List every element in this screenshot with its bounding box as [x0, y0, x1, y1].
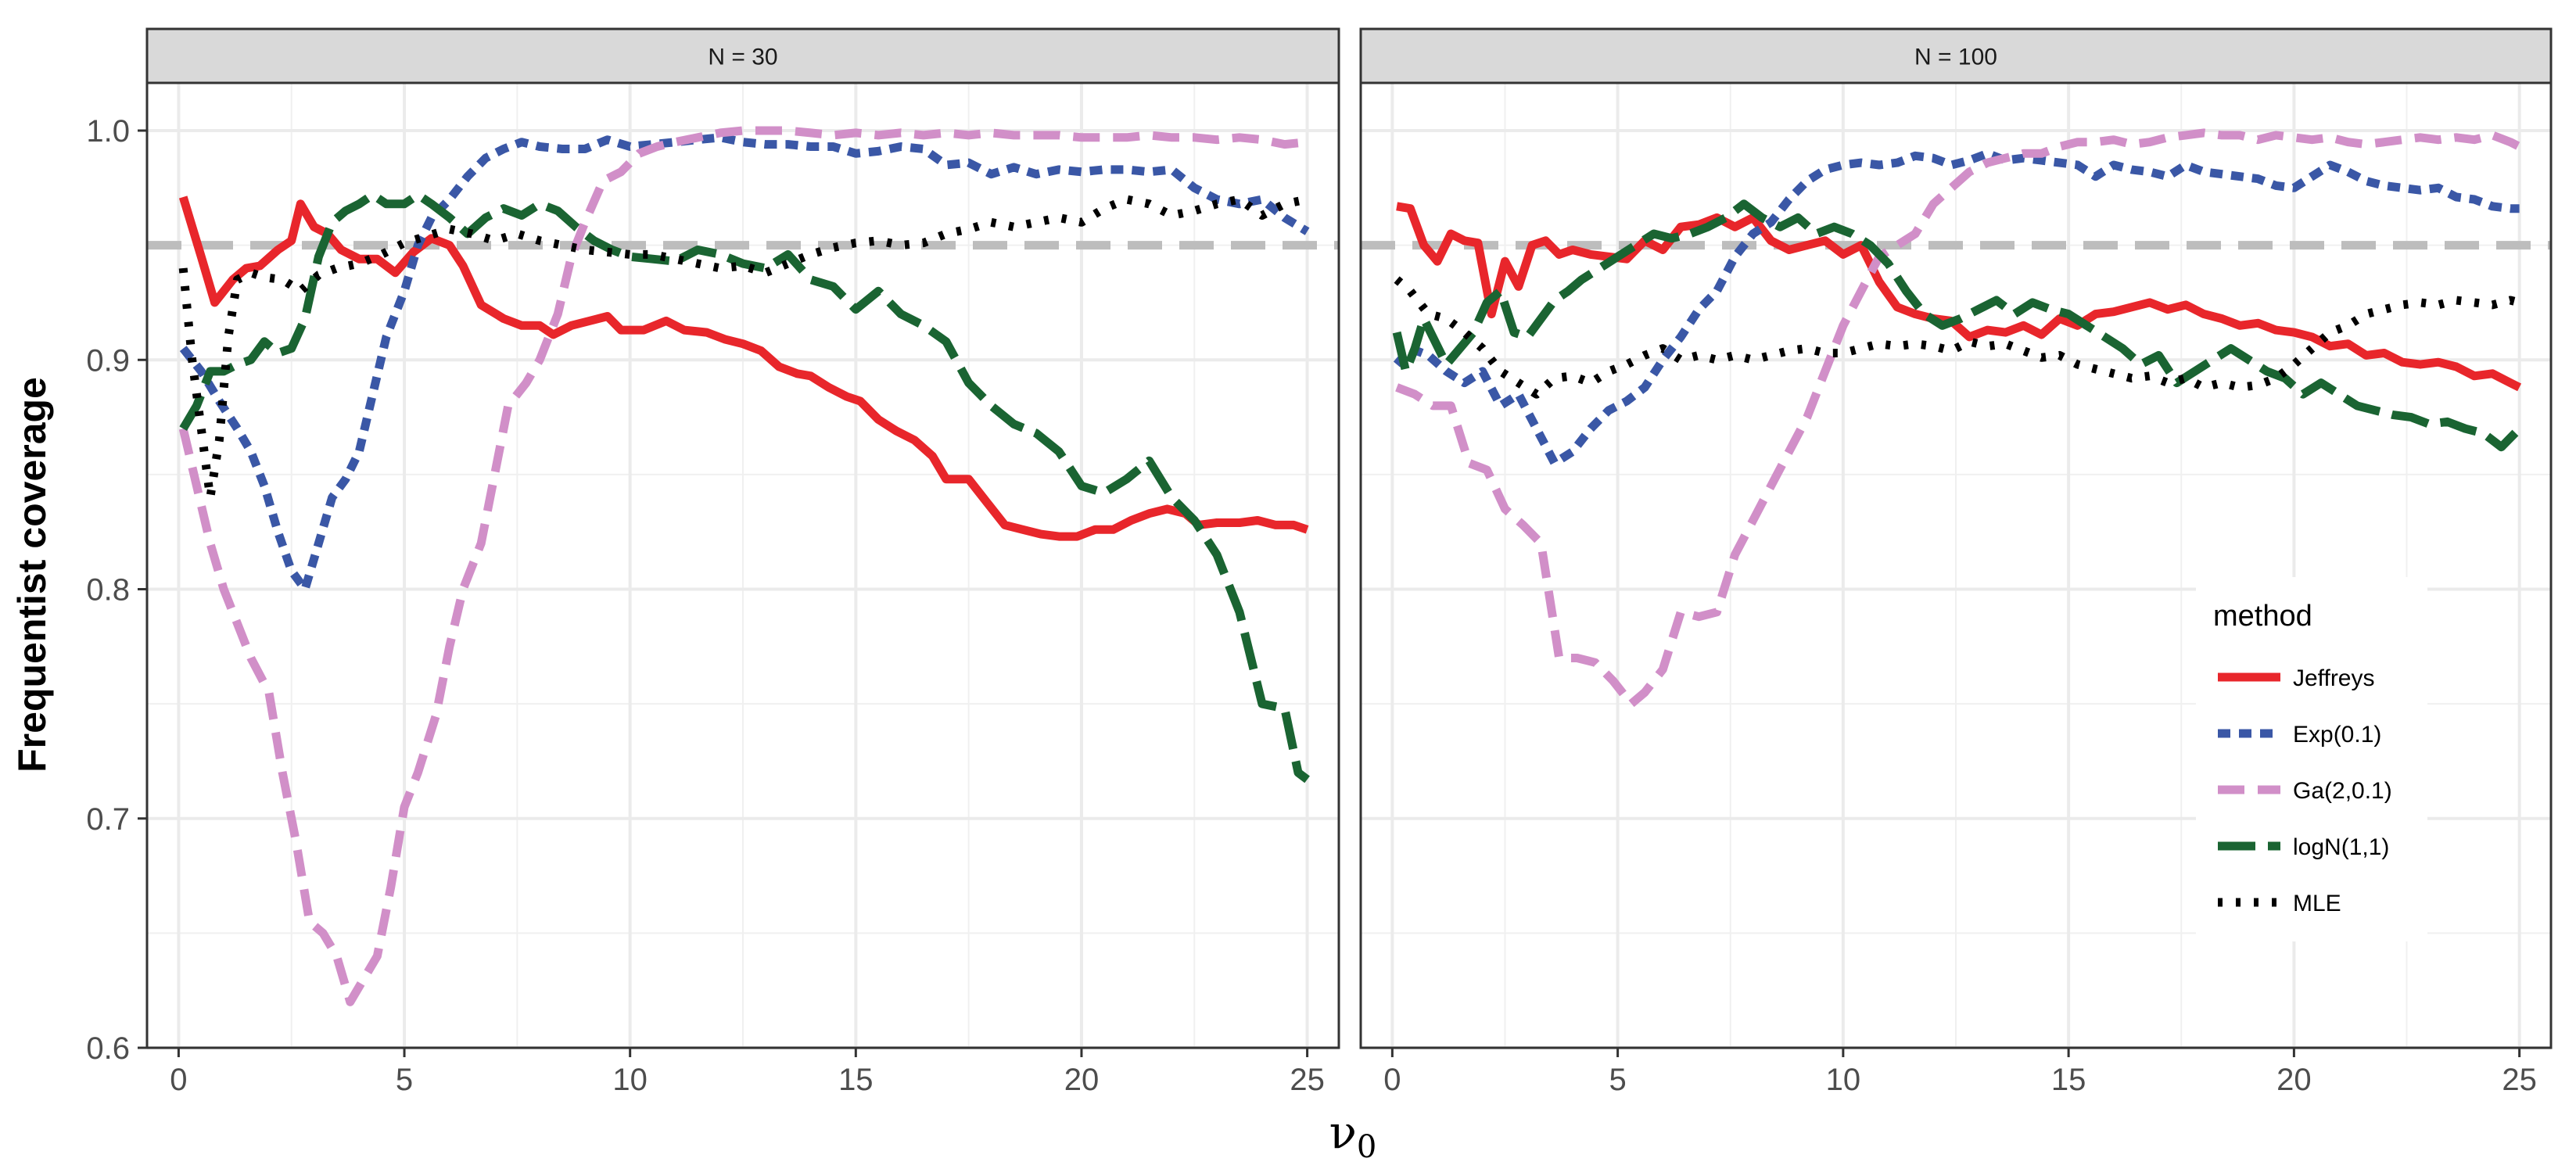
legend-label: Ga(2,0.1) [2293, 778, 2392, 804]
x-tick-label: 15 [2051, 1063, 2086, 1097]
series-line-exp-0-1 [1393, 149, 2520, 468]
x-tick-label: 25 [2502, 1063, 2537, 1097]
legend-entry: Jeffreys [2218, 665, 2375, 691]
legend-label: MLE [2293, 891, 2341, 916]
series-line-ga-2-0-1 [178, 126, 1308, 1006]
series-line-ga-2-0-1 [1395, 128, 2522, 708]
facet-strip [1359, 27, 2553, 84]
x-tick-label: 5 [1609, 1063, 1626, 1097]
facet-strip-label: N = 30 [708, 45, 777, 70]
legend-label: Jeffreys [2293, 665, 2375, 691]
y-tick-label: 0.6 [86, 1031, 130, 1066]
legend: method Jeffreys Exp(0.1) Ga(2,0.1) logN(1,1)… [2196, 577, 2427, 941]
facet-strip [145, 27, 1340, 84]
x-tick-label: 10 [612, 1063, 648, 1097]
x-tick-label: 0 [1383, 1063, 1401, 1097]
legend-label: logN(1,1) [2293, 834, 2389, 860]
x-axis-title-main: ν [1329, 1106, 1357, 1159]
x-tick-label: 20 [2276, 1063, 2312, 1097]
series-line-logn-1-1 [1392, 199, 2523, 452]
x-tick-label: 20 [1064, 1063, 1100, 1097]
panel-border [1359, 81, 2553, 1049]
legend-entry: Exp(0.1) [2218, 722, 2381, 748]
x-tick-label: 10 [1826, 1063, 1861, 1097]
legend-background [2196, 577, 2427, 941]
x-axis-title-subscript: 0 [1357, 1129, 1376, 1165]
legend-entry: logN(1,1) [2218, 834, 2389, 860]
y-tick-label: 1.0 [86, 114, 130, 149]
x-tick-label: 5 [396, 1063, 413, 1097]
x-tick-label: 15 [838, 1063, 874, 1097]
series-line-mle [1394, 276, 2520, 399]
y-tick-label: 0.9 [86, 343, 130, 378]
x-tick-label: 0 [170, 1063, 187, 1097]
legend-title: method [2213, 600, 2312, 633]
series-line-logn-1-1 [179, 190, 1310, 784]
legend-entry: Ga(2,0.1) [2218, 778, 2392, 804]
legend-label: Exp(0.1) [2293, 722, 2381, 748]
legend-entry: MLE [2218, 891, 2341, 916]
x-tick-label: 25 [1290, 1063, 1325, 1097]
x-axis-title: ν0 [1329, 1106, 1377, 1165]
series-line-jeffreys [178, 195, 1309, 541]
facet-panel-1: N = 30 0 5 10 15 20 25 0.6 0.7 0.8 0.9 1.0 [86, 27, 1340, 1097]
series-line-exp-0-1 [179, 133, 1310, 593]
y-tick-label: 0.7 [86, 802, 130, 837]
y-axis-title: Frequentist coverage [10, 377, 54, 773]
panel-border [145, 81, 1340, 1049]
facet-strip-label: N = 100 [1914, 45, 1997, 70]
y-tick-label: 0.8 [86, 573, 130, 608]
